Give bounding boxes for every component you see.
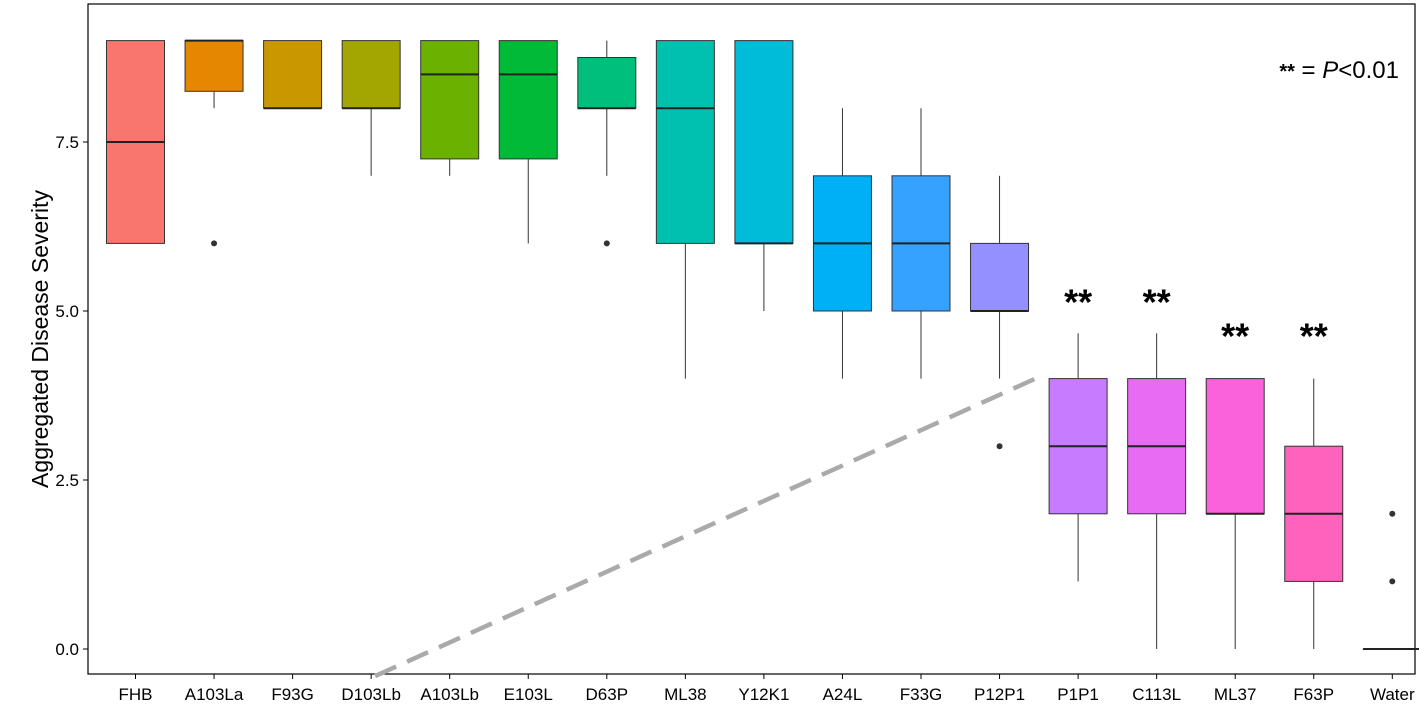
box-body: [655, 40, 715, 244]
x-tick-label: Y12K1: [738, 685, 789, 704]
y-tick-label: 7.5: [55, 133, 79, 152]
box-A24L: [812, 108, 872, 379]
box-P1P1: [1048, 333, 1108, 582]
x-tick-label: A103Lb: [420, 685, 479, 704]
significance-marker: **: [1300, 316, 1328, 357]
box-P12P1: [970, 175, 1030, 450]
significance-marker: **: [1221, 316, 1249, 357]
x-tick-label: E103L: [504, 685, 553, 704]
box-D63P: [577, 40, 637, 247]
outlier-point: [996, 443, 1003, 450]
box-Y12K1: [734, 40, 794, 311]
y-tick-label: 2.5: [55, 471, 79, 490]
x-axis: FHB A103La F93G D103Lb A103Lb E103L D63P ML38 Y1…: [119, 674, 1415, 704]
x-tick-label: P12P1: [974, 685, 1025, 704]
box-A103Lb: [420, 40, 480, 176]
box-body: [184, 40, 244, 92]
legend-threshold: <0.01: [1338, 57, 1399, 84]
y-axis-title: Aggregated Disease Severity: [27, 190, 53, 488]
x-tick-label: A103La: [185, 685, 244, 704]
box-F93G: [263, 40, 323, 110]
box-E103L: [498, 40, 558, 244]
box-A103La: [184, 39, 244, 247]
x-tick-label: C113L: [1132, 685, 1181, 704]
box-body: [1205, 378, 1265, 515]
significance-marker: **: [1064, 282, 1092, 323]
boxes-layer: [106, 39, 1419, 650]
y-tick-label: 5.0: [55, 302, 79, 321]
x-tick-label: F93G: [271, 685, 314, 704]
significance-legend: ** = P<0.01: [1279, 57, 1399, 84]
outlier-point: [211, 240, 218, 247]
y-axis: 0.0 2.5 5.0 7.5: [55, 133, 88, 659]
significance-marker: **: [1143, 282, 1171, 323]
x-tick-label: F63P: [1293, 685, 1334, 704]
y-tick-label: 0.0: [55, 640, 79, 659]
box-F63P: [1284, 378, 1344, 649]
x-tick-label: F33G: [900, 685, 943, 704]
box-body: [577, 57, 637, 109]
box-body: [498, 40, 558, 160]
box-D103Lb: [341, 40, 401, 176]
significance-markers: ** ** ** **: [1064, 282, 1328, 357]
legend-p: P: [1322, 57, 1338, 84]
x-tick-label: FHB: [119, 685, 153, 704]
box-Water: [1362, 510, 1419, 650]
box-ML38: [655, 40, 715, 379]
box-body: [970, 242, 1030, 312]
x-tick-label: Water: [1370, 685, 1415, 704]
box-C113L: [1127, 333, 1187, 649]
x-tick-label: A24L: [823, 685, 863, 704]
x-tick-label: D63P: [586, 685, 629, 704]
outlier-point: [1389, 510, 1396, 517]
x-tick-label: ML37: [1214, 685, 1257, 704]
dashed-trend-line: [374, 376, 1037, 679]
box-body: [341, 40, 401, 109]
box-ML37: [1205, 378, 1265, 649]
x-tick-label: ML38: [664, 685, 707, 704]
box-body: [734, 40, 794, 244]
legend-marker: **: [1279, 61, 1295, 83]
box-body: [263, 40, 323, 109]
box-body: [420, 40, 480, 160]
x-tick-label: P1P1: [1057, 685, 1099, 704]
box-FHB: [106, 40, 165, 244]
legend-equals: =: [1295, 57, 1322, 84]
x-tick-label: D103Lb: [341, 685, 401, 704]
box-F33G: [891, 108, 951, 379]
trend-layer: [374, 376, 1037, 679]
outlier-point: [603, 240, 610, 247]
outlier-point: [1389, 578, 1396, 585]
